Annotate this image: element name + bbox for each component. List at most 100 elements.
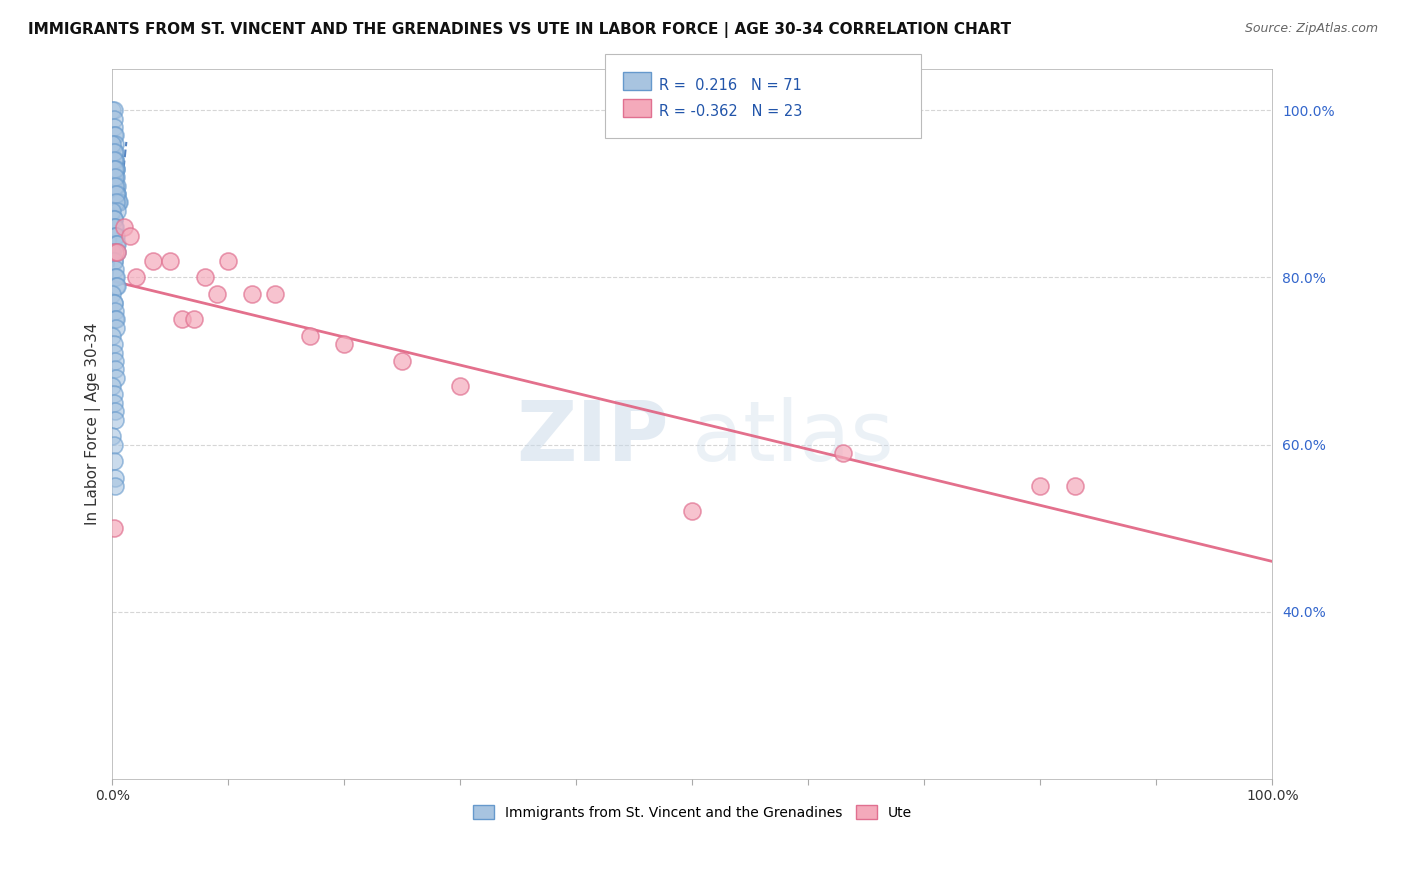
Point xyxy=(105,237,128,252)
Point xyxy=(103,103,125,118)
Point xyxy=(103,295,125,310)
Point xyxy=(101,379,124,393)
Point xyxy=(104,370,127,384)
Text: Source: ZipAtlas.com: Source: ZipAtlas.com xyxy=(1244,22,1378,36)
Point xyxy=(101,287,124,301)
Point xyxy=(105,245,128,260)
Point xyxy=(298,329,321,343)
Point xyxy=(103,211,125,226)
Point xyxy=(1029,479,1052,493)
Point xyxy=(101,136,124,151)
Point xyxy=(101,203,124,218)
Text: ZIP: ZIP xyxy=(517,398,669,478)
Point xyxy=(104,153,127,168)
Point xyxy=(104,412,127,426)
Point xyxy=(104,161,127,176)
Point xyxy=(104,278,127,293)
Point xyxy=(832,446,855,460)
Text: atlas: atlas xyxy=(692,398,894,478)
Point xyxy=(103,337,125,351)
Point xyxy=(103,454,125,468)
Point xyxy=(104,270,127,285)
Point xyxy=(124,270,146,285)
Point xyxy=(681,504,703,518)
Point xyxy=(104,320,127,334)
Point xyxy=(101,103,124,118)
Point xyxy=(105,186,128,201)
Point xyxy=(104,312,127,326)
Point xyxy=(103,153,125,168)
Point xyxy=(105,245,128,260)
Point xyxy=(103,120,125,134)
Point xyxy=(217,253,239,268)
Point xyxy=(103,437,125,451)
Point xyxy=(118,228,141,243)
Point xyxy=(103,396,125,410)
Point xyxy=(107,195,129,210)
Point xyxy=(105,186,128,201)
Point xyxy=(104,145,127,160)
Point xyxy=(391,354,413,368)
Point xyxy=(103,253,125,268)
Point xyxy=(333,337,356,351)
Text: R =  0.216   N = 71: R = 0.216 N = 71 xyxy=(659,78,803,93)
Point xyxy=(103,128,125,143)
Point xyxy=(263,287,285,301)
Point xyxy=(104,128,127,143)
Point xyxy=(104,362,127,376)
Point xyxy=(104,170,127,185)
Point xyxy=(112,220,135,235)
Text: R = -0.362   N = 23: R = -0.362 N = 23 xyxy=(659,104,803,120)
Point xyxy=(104,228,127,243)
Text: IMMIGRANTS FROM ST. VINCENT AND THE GRENADINES VS UTE IN LABOR FORCE | AGE 30-34: IMMIGRANTS FROM ST. VINCENT AND THE GREN… xyxy=(28,22,1011,38)
Point xyxy=(142,253,165,268)
Point xyxy=(1064,479,1087,493)
Point xyxy=(449,379,471,393)
Legend: Immigrants from St. Vincent and the Grenadines, Ute: Immigrants from St. Vincent and the Gren… xyxy=(467,799,918,825)
Point xyxy=(103,145,125,160)
Point xyxy=(103,387,125,401)
Point xyxy=(103,161,125,176)
Point xyxy=(104,312,127,326)
Point xyxy=(205,287,228,301)
Point xyxy=(170,312,193,326)
Point xyxy=(104,220,127,235)
Point xyxy=(104,178,127,193)
Point xyxy=(103,345,125,359)
Point xyxy=(104,354,127,368)
Point xyxy=(105,203,128,218)
Point xyxy=(104,404,127,418)
Point xyxy=(104,178,127,193)
Point xyxy=(101,245,124,260)
Point xyxy=(101,329,124,343)
Point xyxy=(104,186,127,201)
Point xyxy=(101,429,124,443)
Point xyxy=(103,211,125,226)
Point xyxy=(103,521,125,535)
Point xyxy=(104,195,127,210)
Point xyxy=(104,471,127,485)
Point xyxy=(105,278,128,293)
Point xyxy=(103,253,125,268)
Point xyxy=(104,161,127,176)
Point xyxy=(104,270,127,285)
Point xyxy=(103,220,125,235)
Point xyxy=(159,253,181,268)
Point xyxy=(108,195,131,210)
Point xyxy=(104,170,127,185)
Point xyxy=(104,237,127,252)
Point xyxy=(104,228,127,243)
Point xyxy=(105,178,128,193)
Point xyxy=(194,270,217,285)
Point xyxy=(104,479,127,493)
Point xyxy=(104,136,127,151)
Point xyxy=(104,153,127,168)
Point xyxy=(104,245,127,260)
Point xyxy=(183,312,205,326)
Point xyxy=(104,161,127,176)
Y-axis label: In Labor Force | Age 30-34: In Labor Force | Age 30-34 xyxy=(86,323,101,525)
Point xyxy=(103,112,125,126)
Point xyxy=(104,262,127,277)
Point xyxy=(107,195,129,210)
Point xyxy=(240,287,263,301)
